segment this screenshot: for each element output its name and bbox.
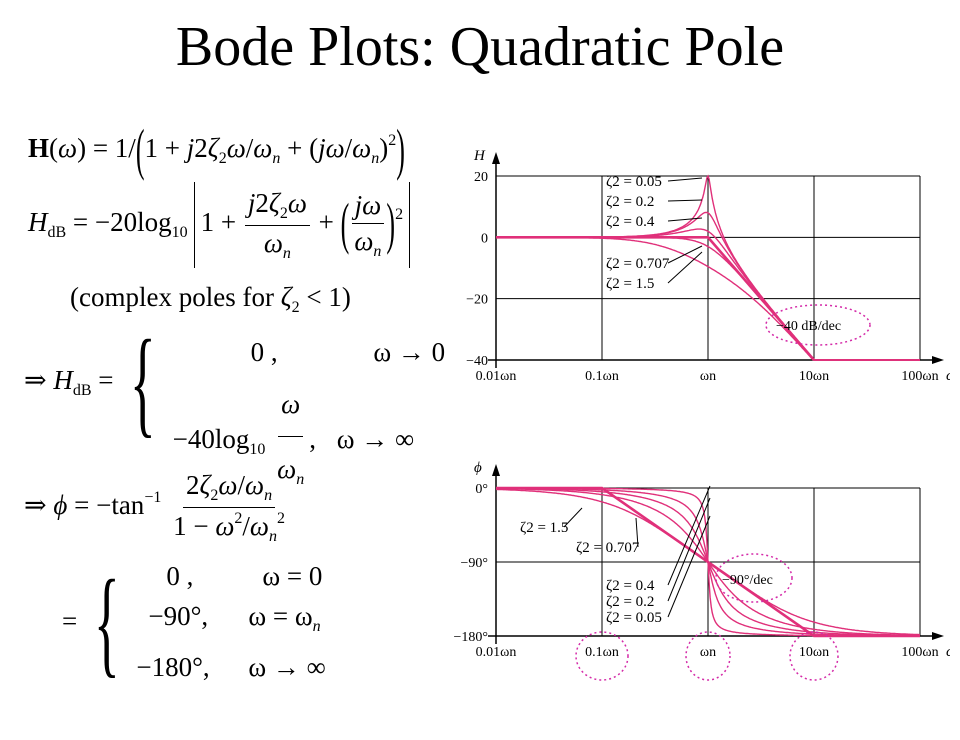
highlight-ellipse — [575, 631, 629, 681]
series-pointer — [667, 199, 703, 202]
series-pointer — [563, 507, 583, 528]
x-tick-label: 0.01ωn — [476, 369, 517, 384]
y-tick-label: −20 — [466, 293, 488, 308]
series-curve — [496, 236, 920, 361]
x-tick-label: 0.1ωn — [585, 645, 619, 660]
series-label: ζ2 = 0.707 — [576, 540, 640, 556]
x-tick-label: 0.1ωn — [585, 369, 619, 384]
highlight-ellipse — [685, 631, 731, 681]
equation-phase: ⇒ ϕ = −tan−1 2ζ2ω/ωn 1 − ω2/ωn2 — [24, 470, 285, 545]
phase-case2-condition: ω = ω — [248, 601, 313, 631]
series-label: ζ2 = 0.4 — [606, 578, 655, 594]
x-axis-label: ω — [946, 368, 950, 384]
series-pointer — [667, 497, 711, 602]
case-zero-value: 0 , — [250, 337, 278, 367]
series-label: ζ2 = 0.2 — [606, 594, 654, 610]
magnitude-plot: Hω 20 0 −20 −400.01ωn 0.1ωn ωn 10ωn 100ωn ζ2 = 0.… — [466, 148, 957, 384]
series-label: ζ2 = 0.05 — [606, 610, 662, 626]
series-label: ζ2 = 1.5 — [606, 276, 654, 292]
equation-note: (complex poles for ζ2 < 1) — [70, 282, 351, 316]
series-label: ζ2 = 0.4 — [606, 214, 655, 230]
series-label: ζ2 = 0.05 — [606, 174, 662, 190]
y-axis-label: ϕ — [474, 460, 482, 476]
phase-plot: ϕ ω 0° −90° −180°0.01ωn 0.1ωn ωn 10ωn 100ωn ζ2 = … — [454, 460, 950, 681]
phase-case1-condition: ω = 0 — [262, 561, 323, 591]
y-axis-label: H — [473, 148, 486, 164]
equation-magnitude-db: HdB = −20log10 1 + j2ζ2ω ωn + (jω ωn)2 — [28, 182, 416, 268]
series-pointer — [667, 515, 711, 618]
x-tick-label: ωn — [700, 645, 716, 660]
y-tick-label: 0° — [475, 482, 488, 497]
x-tick-label: 10ωn — [799, 645, 829, 660]
y-tick-label: 20 — [474, 170, 488, 185]
case-inf-condition: ω → ∞ — [336, 424, 415, 455]
phase-case1-value: 0 , — [166, 561, 194, 591]
series-label: ζ2 = 0.707 — [606, 256, 670, 272]
series-pointer — [667, 217, 703, 222]
series-curve — [496, 487, 920, 637]
x-axis-arrow — [932, 356, 944, 364]
x-axis-label: ω — [946, 644, 950, 660]
x-tick-label: 0.01ωn — [476, 645, 517, 660]
x-axis-arrow — [932, 632, 944, 640]
slope-annotation: −40 dB/dec — [776, 319, 841, 334]
phase-case2-value: −90°, — [148, 601, 209, 631]
highlight-ellipse — [715, 553, 793, 603]
y-tick-label: −40 — [466, 354, 488, 369]
y-axis-arrow — [492, 152, 500, 164]
y-tick-label: −180° — [454, 630, 489, 645]
series-pointer — [667, 177, 703, 182]
page-title: Bode Plots: Quadratic Pole — [175, 16, 785, 78]
series-pointer — [667, 245, 703, 264]
series-label: ζ2 = 0.2 — [606, 194, 654, 210]
slope-annotation: −90°/dec — [722, 573, 773, 588]
equation-phase-cases: = { 0 ,ω = 0 −90°, ω = ωn −180°, ω → ∞ — [62, 554, 326, 688]
highlight-ellipse — [765, 304, 871, 346]
equation-transfer-function: H(ω) = 1/(1 + j2ζ2ω/ωn + (jω/ωn)2) — [28, 117, 405, 182]
note-tail: < 1) — [306, 282, 351, 312]
highlight-ellipse — [789, 631, 839, 681]
x-tick-label: 10ωn — [799, 369, 829, 384]
x-tick-label: ωn — [700, 369, 716, 384]
y-tick-label: 0 — [481, 231, 488, 246]
y-axis-arrow — [492, 464, 500, 476]
phase-case3-value: −180°, — [136, 652, 210, 682]
series-pointer — [667, 485, 711, 586]
x-tick-label: 100ωn — [901, 645, 938, 660]
x-tick-label: 100ωn — [901, 369, 938, 384]
y-tick-label: −90° — [461, 556, 489, 571]
series-pointer — [667, 251, 703, 284]
note-text: (complex poles for — [70, 282, 274, 312]
series-label: ζ2 = 1.5 — [520, 520, 568, 536]
series-pointer — [635, 517, 639, 548]
equation-magnitude-cases: ⇒ HdB = { 0 , ω → 0 −40log10 ω ωn, ω → ∞ — [24, 315, 446, 489]
phase-case3-condition: ω → ∞ — [248, 652, 326, 682]
case-zero-condition: ω → 0 — [373, 337, 446, 367]
